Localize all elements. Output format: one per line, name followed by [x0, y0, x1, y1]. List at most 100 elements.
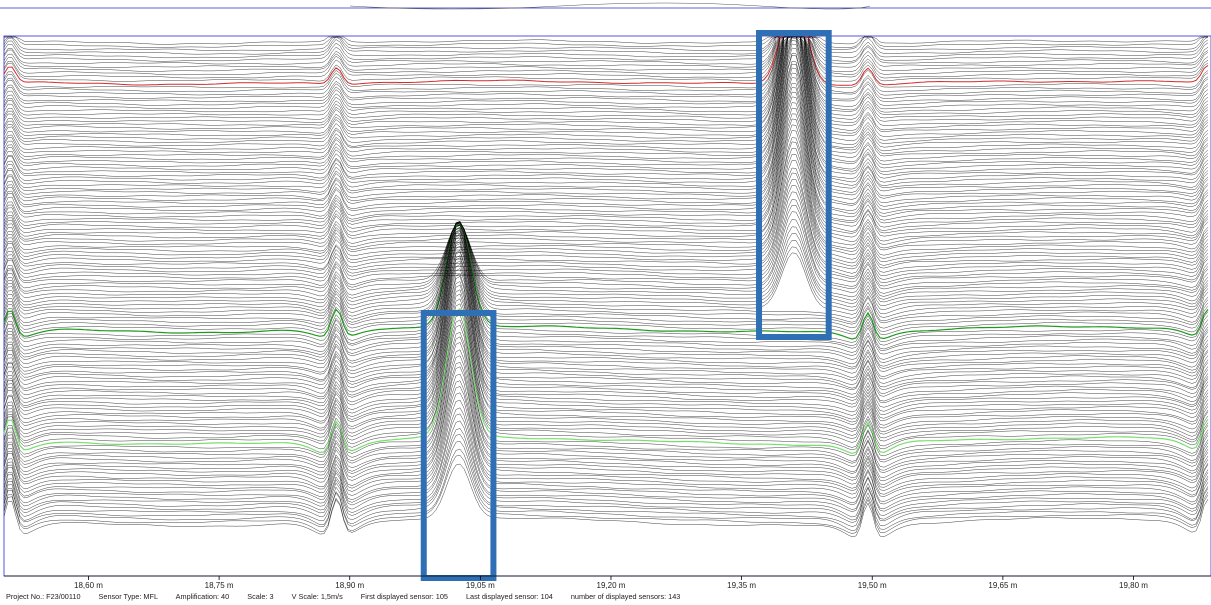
sensor-trace [3, 91, 1209, 224]
sensor-trace [3, 260, 1209, 416]
sensor-trace [3, 36, 1209, 165]
sensor-trace [3, 229, 1209, 368]
sensor-trace [3, 36, 1209, 76]
sensor-trace [3, 36, 1209, 170]
sensor-trace [3, 366, 1209, 489]
sensor-trace [3, 428, 1209, 521]
sensor-trace [3, 230, 1209, 370]
sensor-trace [3, 239, 1209, 389]
sensor-trace [3, 87, 1209, 222]
sensor-trace [3, 224, 1209, 356]
sensor-trace [3, 314, 1209, 457]
sensor-trace [3, 36, 1209, 134]
first-displayed-sensor: First displayed sensor: 105 [360, 592, 448, 601]
scale: Scale: 3 [247, 592, 274, 601]
sensor-trace [3, 141, 1209, 256]
sensor-trace [3, 222, 1209, 301]
x-tick-label: 18,90 m [335, 581, 364, 590]
sensor-trace [3, 36, 1209, 65]
sensor-trace [3, 234, 1209, 381]
sensor-trace [3, 250, 1209, 402]
sensor-trace [3, 221, 1209, 325]
sensor-trace [3, 36, 1209, 155]
sensor-trace [3, 224, 1209, 353]
sensor-trace [3, 222, 1209, 304]
sensor-trace [3, 255, 1209, 408]
sensor-trace [3, 222, 1209, 336]
sensor-trace [3, 130, 1209, 249]
sensor-trace [3, 407, 1209, 510]
sensor-trace [3, 77, 1209, 215]
x-tick-label: 18,60 m [74, 581, 103, 590]
sensor-trace [3, 243, 1209, 395]
sensor-trace [3, 336, 1209, 473]
sensor-traces [3, 36, 1209, 538]
sensor-trace [3, 36, 1209, 173]
sensor-trace [3, 226, 1209, 365]
sensor-trace [3, 36, 1209, 62]
sensor-trace [3, 392, 1209, 504]
plot-background [0, 0, 1211, 590]
sensor-trace [3, 82, 1209, 218]
sensor-trace [3, 36, 1209, 142]
sensor-trace [3, 289, 1209, 439]
sensor-trace [3, 36, 1209, 123]
sensor-trace [4, 36, 1208, 45]
sensor-trace [3, 36, 1209, 89]
top-strip [0, 2, 1211, 10]
sensor-trace [3, 222, 1209, 329]
sensor-trace [3, 386, 1209, 499]
sensor-trace [3, 96, 1209, 228]
sensor-trace [3, 185, 1209, 280]
sensor-trace [3, 454, 1209, 534]
sensor-trace [3, 221, 1209, 308]
status-bar: Project No.: F23/00110 Sensor Type: MFL … [6, 592, 696, 604]
sensor-trace [3, 36, 1209, 131]
sensor-trace [3, 36, 1209, 145]
sensor-trace [3, 37, 1209, 179]
sensor-trace [3, 220, 1209, 319]
sensor-trace [3, 36, 1209, 82]
sensor-trace [3, 361, 1209, 485]
sensor-trace [3, 264, 1209, 420]
sensor-trace [3, 224, 1209, 350]
sensor-trace [3, 440, 1209, 527]
sensor-trace [3, 241, 1209, 391]
sensor-trace [3, 172, 1209, 274]
annotation-box-1 [420, 310, 497, 581]
sensor-trace [3, 137, 1209, 252]
x-tick-label: 19,35 m [727, 581, 756, 590]
sensor-trace [3, 221, 1209, 311]
sensor-trace [3, 36, 1209, 100]
sensor-trace [3, 245, 1209, 398]
v-scale: V Scale: 1,5m/s [291, 592, 343, 601]
x-tick-label: 19,65 m [988, 581, 1017, 590]
sensor-trace [3, 199, 1209, 287]
amplification: Amplification: 40 [175, 592, 230, 601]
sensor-trace [3, 63, 1209, 205]
sensor-trace [3, 342, 1209, 474]
annotation-box-2 [756, 30, 832, 340]
sensor-trace [3, 147, 1209, 260]
sensor-trace [3, 67, 1209, 207]
number-of-displayed-sensors: number of displayed sensors: 143 [570, 592, 681, 601]
sensor-trace [3, 179, 1209, 277]
sensor-trace [3, 413, 1209, 512]
sensor-trace [3, 324, 1209, 464]
sensor-trace [3, 221, 1209, 315]
sensor-trace [3, 399, 1209, 506]
sensor-trace [3, 219, 1209, 298]
sensor-trace [3, 231, 1209, 374]
sensor-trace [3, 36, 1209, 55]
sensor-trace [3, 36, 1209, 93]
annotation-boxes [420, 30, 832, 581]
sensor-trace [3, 257, 1209, 413]
sensor-trace [3, 40, 1209, 183]
sensor-trace [3, 276, 1209, 430]
sensor-trace [3, 36, 1209, 148]
project-number: Project No.: F23/00110 [6, 592, 81, 601]
sensor-trace [3, 233, 1209, 378]
sensor-trace [3, 154, 1209, 264]
sensor-trace [3, 222, 1209, 343]
